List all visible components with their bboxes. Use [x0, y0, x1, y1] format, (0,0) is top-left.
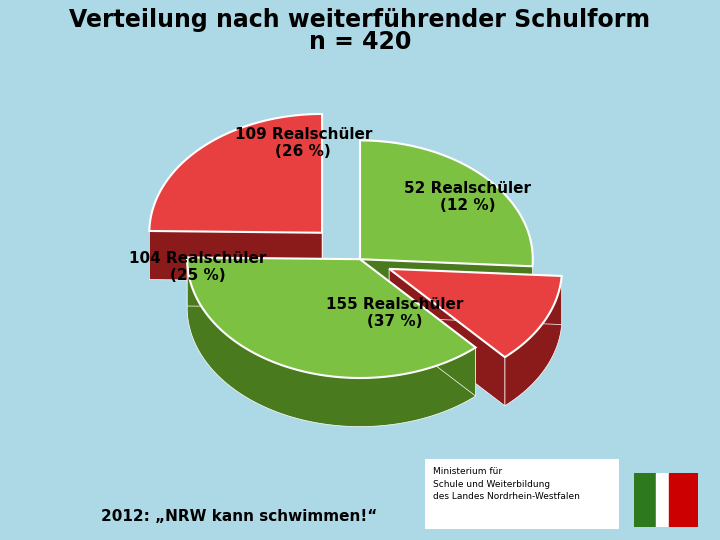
Polygon shape — [187, 258, 476, 427]
Polygon shape — [670, 472, 698, 526]
Text: 52 Realschüler
(12 %): 52 Realschüler (12 %) — [405, 181, 531, 213]
Polygon shape — [360, 259, 533, 315]
Polygon shape — [505, 276, 562, 406]
Text: n = 420: n = 420 — [309, 30, 411, 53]
FancyBboxPatch shape — [425, 459, 619, 529]
Polygon shape — [390, 269, 505, 406]
Text: Verteilung nach weiterführender Schulform: Verteilung nach weiterführender Schulfor… — [69, 8, 651, 32]
Text: 104 Realschüler
(25 %): 104 Realschüler (25 %) — [130, 251, 266, 284]
Text: 109 Realschüler
(26 %): 109 Realschüler (26 %) — [235, 127, 372, 159]
Polygon shape — [149, 114, 322, 233]
Polygon shape — [149, 231, 322, 281]
Polygon shape — [149, 114, 322, 280]
Polygon shape — [657, 472, 676, 526]
Polygon shape — [390, 269, 562, 357]
Polygon shape — [360, 140, 533, 266]
Polygon shape — [187, 258, 476, 378]
Polygon shape — [390, 269, 562, 325]
Polygon shape — [187, 258, 360, 308]
Polygon shape — [634, 472, 662, 526]
Polygon shape — [360, 140, 533, 315]
Text: 155 Realschüler
(37 %): 155 Realschüler (37 %) — [326, 297, 464, 329]
Polygon shape — [360, 259, 476, 396]
Text: 2012: „NRW kann schwimmen!“: 2012: „NRW kann schwimmen!“ — [101, 509, 377, 524]
Text: Ministerium für
Schule und Weiterbildung
des Landes Nordrhein-Westfalen: Ministerium für Schule und Weiterbildung… — [433, 467, 580, 501]
